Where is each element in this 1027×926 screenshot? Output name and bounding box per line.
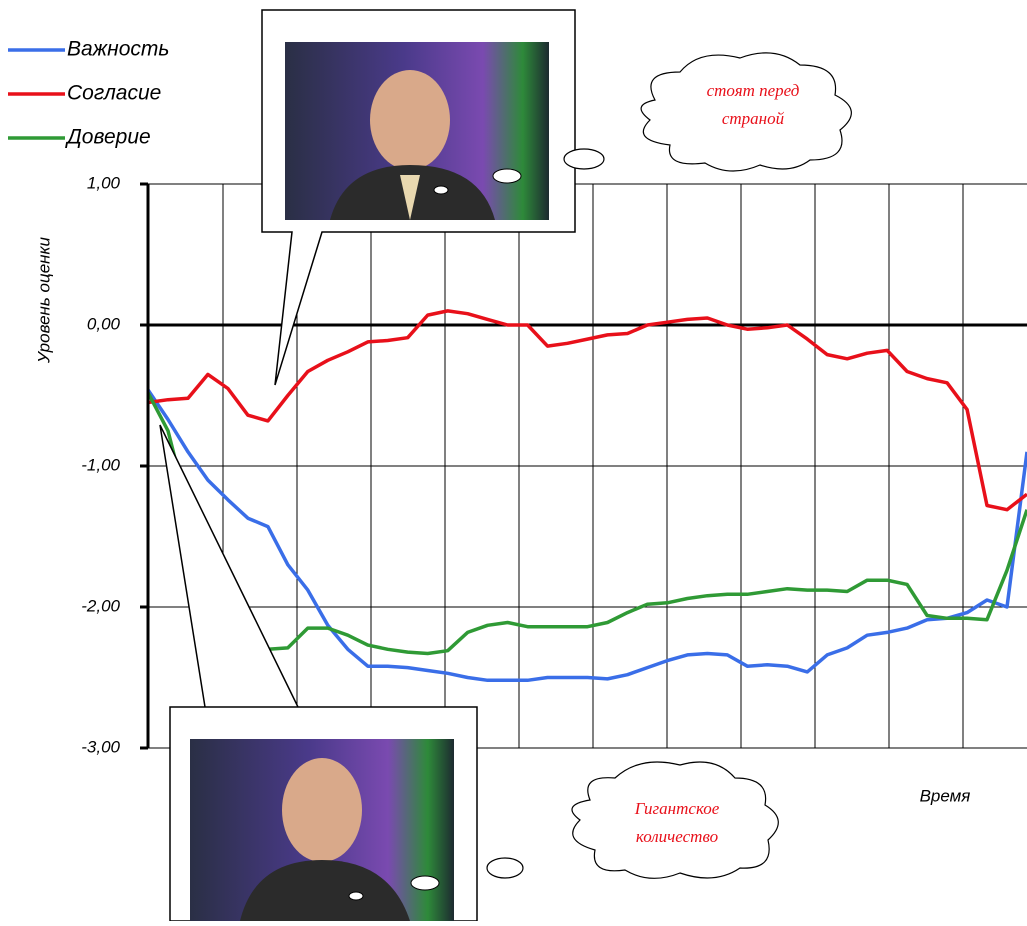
x-axis-label: Время bbox=[920, 786, 971, 805]
annotation: стоят перед bbox=[707, 81, 800, 100]
annotation: страной bbox=[722, 109, 785, 128]
photo-callout bbox=[261, 9, 576, 386]
y-tick-label: 0,00 bbox=[87, 314, 121, 333]
legend-label: Согласие bbox=[67, 82, 161, 105]
series-line bbox=[147, 309, 1027, 512]
thought-cloud bbox=[486, 52, 852, 879]
photo-callout bbox=[159, 424, 478, 922]
legend-label: Доверие bbox=[65, 126, 151, 149]
legend-label: Важность bbox=[67, 38, 169, 61]
series-line bbox=[146, 388, 1027, 683]
vertical-grid bbox=[222, 184, 964, 748]
legend: Важность Согласие Доверие bbox=[8, 38, 169, 149]
lines bbox=[146, 309, 1027, 683]
y-tick-label: -2,00 bbox=[81, 596, 120, 615]
y-tick-label: -1,00 bbox=[81, 455, 120, 474]
y-axis-label: Уровень оценки bbox=[34, 236, 53, 364]
annotation: Гигантское bbox=[634, 799, 720, 818]
series-line bbox=[146, 391, 1027, 656]
y-tick-label: 1,00 bbox=[87, 173, 121, 192]
y-tick-label: -3,00 bbox=[81, 737, 120, 756]
grid: 1,00 0,00 -1,00 -2,00 -3,00 bbox=[81, 173, 1027, 756]
annotation: количество bbox=[636, 827, 718, 846]
